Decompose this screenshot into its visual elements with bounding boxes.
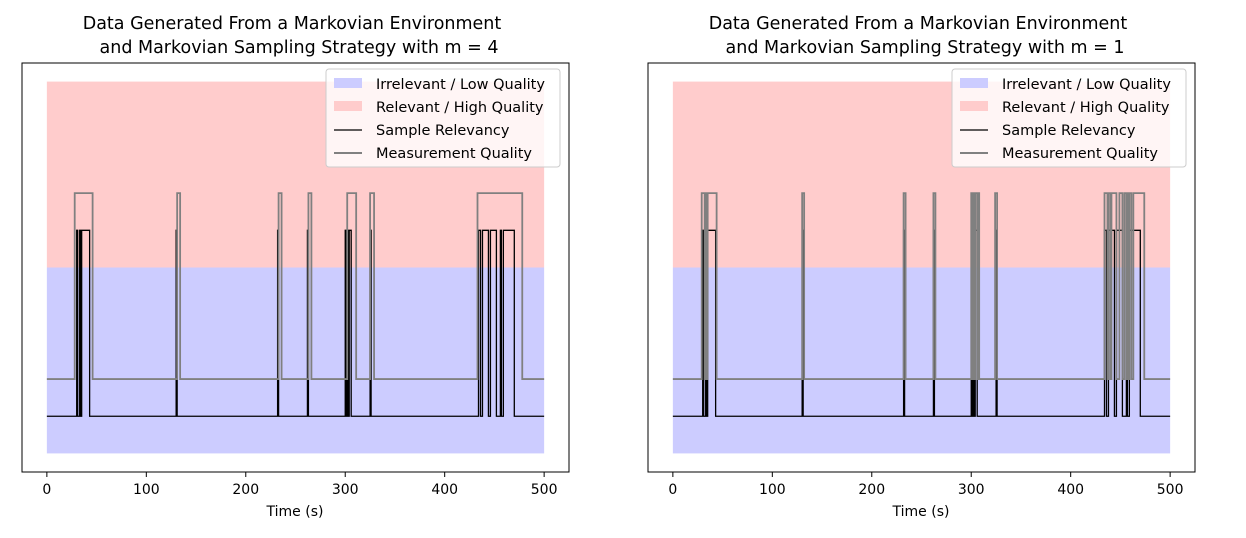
- legend-label-relevant: Relevant / High Quality: [376, 100, 544, 116]
- chart-panel-left: Data Generated From a Markovian Environm…: [21, 14, 570, 520]
- x-tick-label: 300: [958, 482, 985, 498]
- x-tick-label: 500: [531, 482, 558, 498]
- x-tick-label: 100: [133, 482, 160, 498]
- x-tick-label: 0: [668, 482, 677, 498]
- legend-swatch-relevant: [960, 101, 988, 111]
- legend-label-sample-relevancy: Sample Relevancy: [1002, 123, 1136, 139]
- legend-label-relevant: Relevant / High Quality: [1002, 100, 1170, 116]
- series-measurement-quality: [46, 192, 545, 380]
- x-tick-label: 100: [759, 482, 786, 498]
- x-tick-label: 400: [431, 482, 458, 498]
- x-tick-label: 300: [332, 482, 359, 498]
- plot-area: [672, 81, 1171, 454]
- legend-label-measurement-quality: Measurement Quality: [1002, 146, 1158, 162]
- chart-title-line1: Data Generated From a Markovian Environm…: [83, 14, 502, 34]
- legend-swatch-relevant: [334, 101, 362, 111]
- axes-frame: [647, 62, 1196, 473]
- chart-title-line1: Data Generated From a Markovian Environm…: [709, 14, 1128, 34]
- legend-box: [951, 68, 1187, 168]
- x-axis: 0 100 200 300 400 500: [42, 472, 558, 498]
- legend-label-irrelevant: Irrelevant / Low Quality: [376, 77, 545, 93]
- chart-title-line2: and Markovian Sampling Strategy with m =…: [100, 38, 499, 58]
- x-axis-label: Time (s): [892, 504, 950, 520]
- x-tick-label: 500: [1157, 482, 1184, 498]
- legend-swatch-irrelevant: [334, 78, 362, 88]
- x-tick-label: 200: [858, 482, 885, 498]
- x-axis-label: Time (s): [266, 504, 324, 520]
- x-tick-label: 200: [232, 482, 259, 498]
- legend-label-measurement-quality: Measurement Quality: [376, 146, 532, 162]
- legend-box: [325, 68, 561, 168]
- x-tick-label: 400: [1057, 482, 1084, 498]
- axes-frame: [21, 62, 570, 473]
- band-irrelevant: [672, 267, 1171, 454]
- chart-panel-right: Data Generated From a Markovian Environm…: [647, 14, 1196, 520]
- legend-label-sample-relevancy: Sample Relevancy: [376, 123, 510, 139]
- x-tick-label: 0: [42, 482, 51, 498]
- legend-swatch-irrelevant: [960, 78, 988, 88]
- legend-label-irrelevant: Irrelevant / Low Quality: [1002, 77, 1171, 93]
- chart-title-line2: and Markovian Sampling Strategy with m =…: [726, 38, 1125, 58]
- legend: Irrelevant / Low Quality Relevant / High…: [951, 68, 1187, 168]
- legend: Irrelevant / Low Quality Relevant / High…: [325, 68, 561, 168]
- series-measurement-quality: [672, 192, 1171, 380]
- x-axis: 0 100 200 300 400 500: [668, 472, 1184, 498]
- band-irrelevant: [46, 267, 545, 454]
